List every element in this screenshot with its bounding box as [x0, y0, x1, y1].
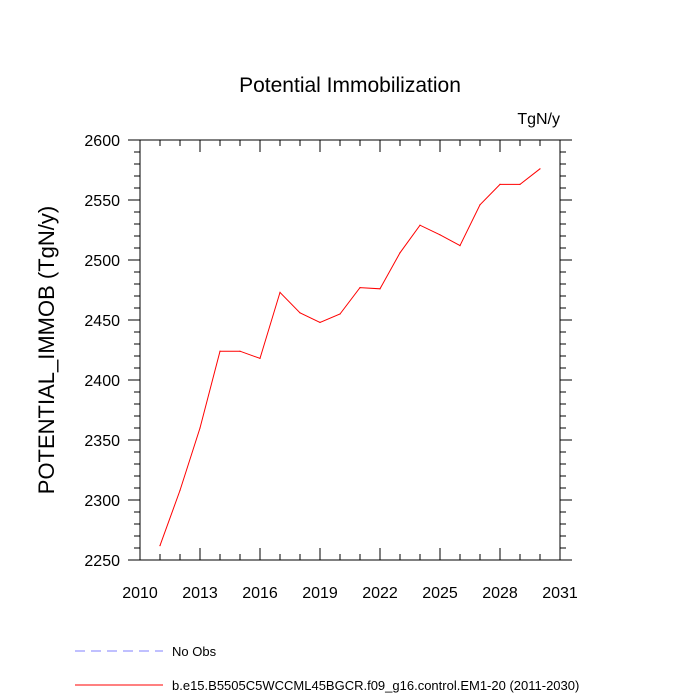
x-tick-label: 2013 — [182, 585, 218, 602]
data-point — [259, 357, 261, 359]
data-point — [299, 312, 301, 314]
data-point — [199, 427, 201, 429]
y-tick-label: 2600 — [84, 133, 120, 150]
data-point — [439, 234, 441, 236]
series-layer — [159, 168, 541, 547]
data-point — [379, 288, 381, 290]
y-tick-label: 2550 — [84, 193, 120, 210]
data-point — [419, 224, 421, 226]
data-point — [399, 252, 401, 254]
data-point — [239, 350, 241, 352]
series-line — [159, 168, 541, 546]
legend-label: No Obs — [172, 644, 217, 659]
data-point — [459, 245, 461, 247]
data-point — [159, 545, 161, 547]
y-tick-label: 2250 — [84, 553, 120, 570]
y-tick-label: 2350 — [84, 433, 120, 450]
y-tick-label: 2450 — [84, 313, 120, 330]
legend-label: b.e15.B5505C5WCCML45BGCR.f09_g16.control… — [172, 678, 579, 693]
data-point — [279, 291, 281, 293]
data-point — [359, 287, 361, 289]
data-point — [519, 183, 521, 185]
data-point — [339, 313, 341, 315]
y-tick-label: 2400 — [84, 373, 120, 390]
axis-tick-labels: 2010 2013 2016 2019 2022 2025 2028 2031 2250 2300… — [84, 133, 577, 602]
axis-ticks — [128, 139, 572, 561]
x-tick-label: 2031 — [542, 585, 578, 602]
data-point — [499, 183, 501, 185]
x-tick-label: 2022 — [362, 585, 398, 602]
data-point — [179, 489, 181, 491]
data-point — [319, 321, 321, 323]
data-point — [539, 168, 541, 170]
x-tick-label: 2016 — [242, 585, 278, 602]
x-tick-label: 2010 — [122, 585, 158, 602]
legend: No Obs b.e15.B5505C5WCCML45BGCR.f09_g16.c… — [75, 644, 579, 693]
y-tick-label: 2300 — [84, 493, 120, 510]
plot-frame — [139, 139, 561, 561]
chart-title: Potential Immobilization — [239, 74, 461, 97]
data-point — [479, 204, 481, 206]
data-point — [219, 350, 221, 352]
x-tick-label: 2025 — [422, 585, 458, 602]
y-tick-label: 2500 — [84, 253, 120, 270]
units-label: TgN/y — [517, 111, 560, 128]
x-tick-label: 2019 — [302, 585, 338, 602]
x-tick-label: 2028 — [482, 585, 518, 602]
y-axis-label: POTENTIAL_IMMOB (TgN/y) — [34, 206, 59, 494]
